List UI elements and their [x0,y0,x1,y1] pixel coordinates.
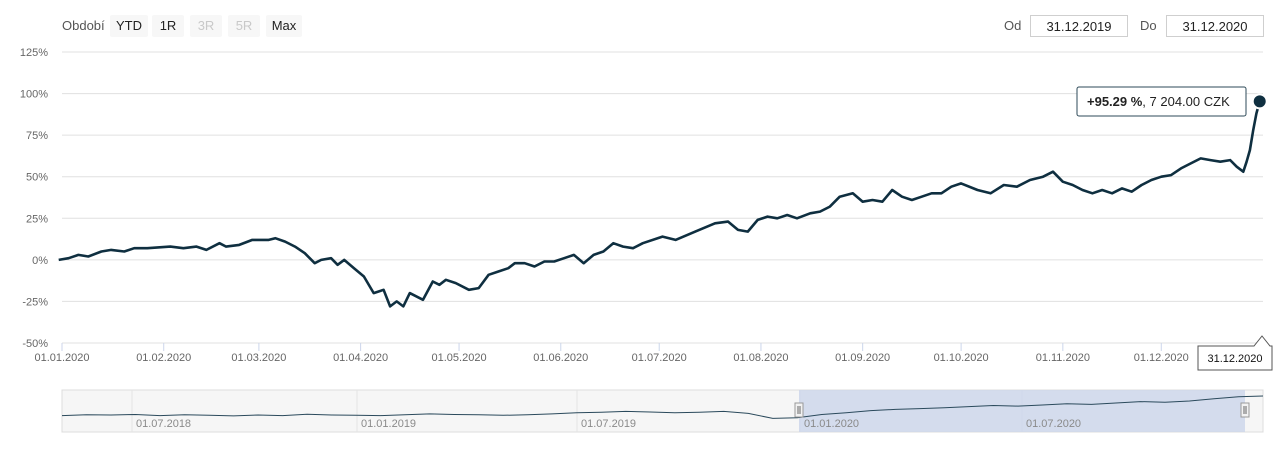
x-axis: 01.01.2020 01.02.2020 01.03.2020 01.04.2020… [34,343,1189,364]
x-tick-label: 01.05.2020 [432,352,487,364]
y-tick-label: 75% [26,130,48,142]
range-button-ytd[interactable]: YTD [110,15,148,37]
navigator-label: 01.07.2020 [1026,418,1081,430]
x-tick-label: 01.11.2020 [1036,352,1090,364]
navigator-series-line [61,395,1264,419]
range-label: Období [62,18,105,33]
x-tick-label: 01.01.2020 [34,352,89,364]
value-tooltip: +95.29 %, 7 204.00 CZK [1076,86,1247,117]
y-tick-label: 25% [26,213,48,225]
tooltip-percent: +95.29 % [1087,94,1143,109]
y-tick-label: 100% [20,89,48,101]
navigator-handle-right[interactable] [1240,402,1250,418]
from-date-label: Od [1004,18,1022,33]
x-tick-label: 01.07.2020 [632,352,687,364]
x-tick-label: 01.02.2020 [136,352,191,364]
crosshair-date: 31.12.2020 [1207,353,1262,365]
x-tick-label: 01.04.2020 [333,352,388,364]
x-tick-label: 01.10.2020 [934,352,989,364]
toolbar: Období YTD 1R 3R 5R Max Od 31.12.2019 Do… [0,0,1283,52]
x-tick-label: 01.09.2020 [835,352,890,364]
range-button-5r: 5R [228,15,260,37]
to-date-label: Do [1140,18,1157,33]
to-date-input[interactable]: 31.12.2020 [1166,15,1264,37]
last-point-marker [1251,93,1268,110]
x-tick-label: 01.06.2020 [533,352,588,364]
range-button-max[interactable]: Max [266,15,302,37]
range-button-3r: 3R [190,15,222,37]
y-axis: 125% 100% 75% 50% 25% 0% -25% -50% [20,47,48,350]
navigator-label: 01.01.2019 [361,418,416,430]
navigator-label: 01.07.2019 [581,418,636,430]
range-button-1r[interactable]: 1R [152,15,184,37]
crosshair-date-label: 31.12.2020 [1197,335,1273,371]
x-tick-label: 01.03.2020 [231,352,286,364]
x-tick-label: 01.08.2020 [733,352,788,364]
navigator[interactable]: 01.07.2018 01.01.2019 01.07.2019 01.01.2020… [61,389,1264,433]
series-line [58,101,1261,308]
navigator-label: 01.07.2018 [136,418,191,430]
from-date-input[interactable]: 31.12.2019 [1030,15,1128,37]
y-tick-label: 125% [20,47,48,59]
navigator-handle-left[interactable] [794,402,804,418]
y-tick-label: -50% [22,338,48,350]
y-tick-label: 0% [32,255,48,267]
navigator-label: 01.01.2020 [804,418,859,430]
svg-text:+95.29 %, 7 204.00 CZK: +95.29 %, 7 204.00 CZK [1087,94,1230,109]
x-tick-label: 01.12.2020 [1134,352,1189,364]
tooltip-value: , 7 204.00 CZK [1142,94,1230,109]
y-tick-label: -25% [22,296,48,308]
navigator-selection[interactable] [799,390,1245,432]
y-tick-label: 50% [26,172,48,184]
